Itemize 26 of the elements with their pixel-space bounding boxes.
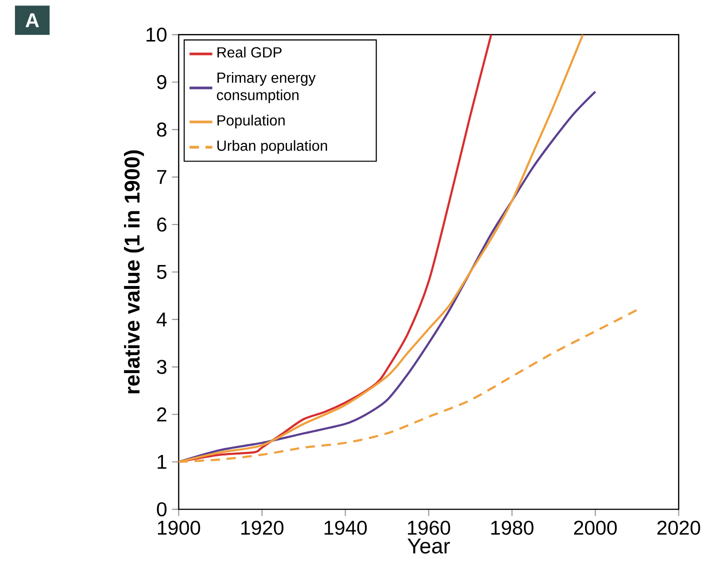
x-tick-label: 1920 — [241, 520, 284, 535]
y-tick-label: 6 — [157, 217, 166, 232]
y-tick-label: 8 — [157, 122, 166, 137]
y-tick-label: 9 — [157, 75, 166, 90]
x-tick-label: 1940 — [324, 520, 367, 535]
x-tick-label: 1900 — [158, 520, 200, 535]
x-tick-label: 2000 — [574, 520, 617, 535]
y-tick-label: 3 — [156, 360, 166, 374]
y-tick-label: 10 — [146, 28, 166, 42]
y-tick-label: 5 — [156, 265, 166, 279]
legend-label: Real GDP — [218, 46, 282, 58]
legend-label: Primary energy consumption — [216, 72, 316, 104]
x-tick-label: 1980 — [491, 520, 534, 535]
text: A — [26, 13, 39, 28]
line-series — [178, 90, 596, 463]
y-axis-title: relative value (1 in 1900) — [124, 150, 144, 394]
y-tick-label: 7 — [157, 170, 166, 184]
x-axis-title: Year — [408, 538, 450, 554]
y-tick-label: 4 — [156, 312, 167, 326]
legend-label: Urban population — [217, 140, 328, 154]
y-tick-label: 1 — [158, 454, 166, 469]
x-tick-label: 2020 — [657, 520, 700, 535]
x-tick-label: 1960 — [408, 520, 450, 535]
y-tick-label: 0 — [156, 502, 167, 516]
legend-label: Population — [218, 114, 285, 128]
y-tick-label: 2 — [157, 407, 166, 422]
